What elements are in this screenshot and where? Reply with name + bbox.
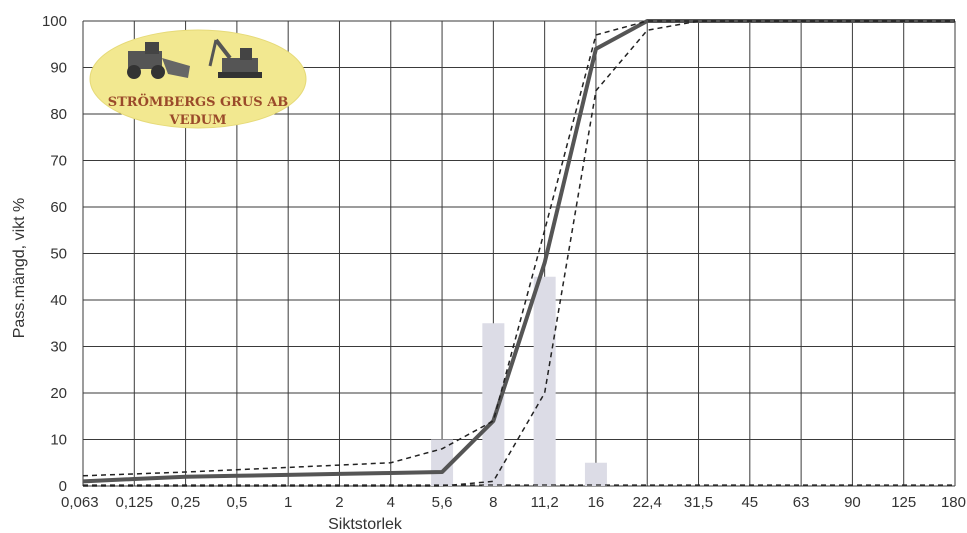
bar [482,323,505,486]
y-tick-label: 20 [50,385,67,402]
x-tick-label: 11,2 [531,494,559,511]
x-tick-label: 22,4 [633,494,662,511]
tick-labels: 0 10 20 30 40 50 60 70 80 90 100 0,063 0,125 0,25 0,5 1… [42,13,966,511]
x-tick-label: 2 [335,494,343,511]
x-tick-label: 8 [489,494,497,511]
x-tick-label: 0,125 [116,494,154,511]
logo-location: VEDUM [169,113,227,128]
x-tick-label: 16 [588,494,605,511]
x-axis-title: Siktstorlek [328,516,403,533]
bar [584,462,607,486]
x-tick-label: 5,6 [432,494,453,511]
series-line-main [82,19,955,484]
y-tick-label: 100 [42,13,67,30]
bar [533,276,556,486]
wheel-loader-icon [127,42,190,79]
x-tick-label: 0,25 [171,494,200,511]
y-axis-title: Pass.mängd, vikt % [11,198,28,339]
y-tick-label: 50 [50,246,67,263]
x-tick-label: 0,5 [226,494,247,511]
x-tick-label: 31,5 [684,494,713,511]
x-tick-label: 4 [387,494,395,511]
y-tick-label: 0 [59,478,67,495]
x-tick-label: 63 [793,494,810,511]
y-tick-label: 70 [50,153,67,170]
x-tick-label: 45 [741,494,758,511]
x-tick-label: 0,063 [61,494,99,511]
logo: STRÖMBERGS GRUS AB VEDUM [89,29,307,129]
y-tick-label: 80 [50,106,67,123]
x-tick-label: 90 [844,494,861,511]
series-line-lower-limit [83,20,955,487]
y-tick-label: 40 [50,292,67,309]
excavator-icon [208,38,262,78]
bar [431,439,454,486]
series-lines [82,19,955,487]
grid-lines [82,20,956,487]
y-tick-label: 10 [50,432,67,449]
x-tick-label: 1 [284,494,292,511]
logo-company-name: STRÖMBERGS GRUS AB [108,93,289,110]
bars [431,276,607,486]
y-tick-label: 30 [50,339,67,356]
x-tick-label: 125 [891,494,916,511]
x-tick-label: 180 [941,494,966,511]
series-line-upper-limit [82,20,955,477]
y-tick-label: 60 [50,199,67,216]
y-tick-label: 90 [50,60,67,77]
